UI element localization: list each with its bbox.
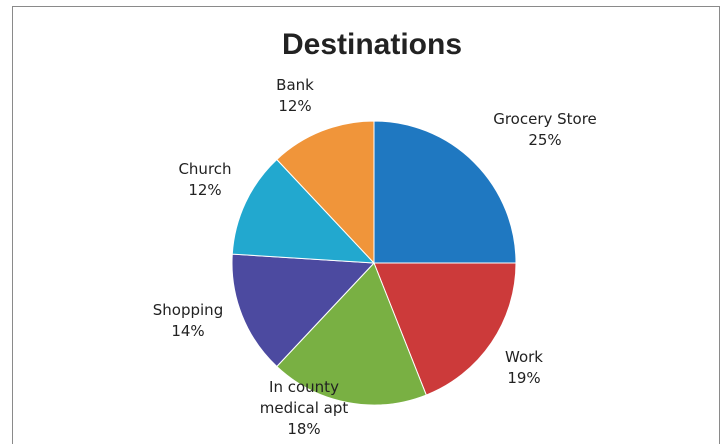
pie-slice <box>276 262 427 406</box>
pie-slice <box>276 120 375 265</box>
pie-slice <box>231 158 376 264</box>
slice-label: Bank 12% <box>276 76 314 115</box>
slice-label: Shopping 14% <box>153 301 223 340</box>
slice-label: Church 12% <box>178 160 231 199</box>
pie-slice <box>231 253 376 368</box>
slice-label: Grocery Store 25% <box>493 110 597 149</box>
chart-title: Destinations <box>281 28 463 61</box>
pie-slice <box>373 120 517 264</box>
slice-label: Work 19% <box>505 348 543 387</box>
pie-slice <box>373 262 517 396</box>
slice-label: In county medical apt 18% <box>260 378 349 438</box>
